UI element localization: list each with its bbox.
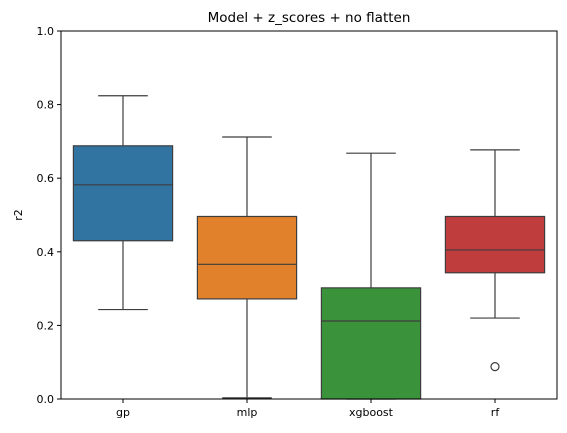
outlier-point <box>490 362 500 372</box>
chart-title: Model + z_scores + no flatten <box>208 10 411 26</box>
axes-frame <box>60 30 558 400</box>
y-tick-label: 0.2 <box>37 319 55 332</box>
box-gp <box>72 95 174 311</box>
box-rf <box>444 149 546 372</box>
box-iqr <box>196 215 298 300</box>
y-tick-label: 0.0 <box>37 393 55 406</box>
y-tick-label: 1.0 <box>37 25 55 38</box>
y-tick-label: 0.8 <box>37 99 55 112</box>
x-tick-label: xgboost <box>349 406 394 419</box>
y-tick-label: 0.6 <box>37 172 55 185</box>
x-tick-label: gp <box>116 406 130 419</box>
box-mlp <box>196 136 298 399</box>
x-tick-label: mlp <box>237 406 258 419</box>
plot-area: gp mlp xgboost rf 0.0 0.2 0.4 0.6 0.8 1.0 <box>37 25 558 419</box>
box-iqr <box>444 215 546 274</box>
x-tick-label: rf <box>491 406 501 419</box>
y-tick-label: 0.4 <box>37 246 55 259</box>
y-axis-label: r2 <box>12 209 25 221</box>
box-iqr <box>320 287 422 400</box>
box-xgboost <box>320 152 422 400</box>
box-iqr <box>72 145 174 242</box>
